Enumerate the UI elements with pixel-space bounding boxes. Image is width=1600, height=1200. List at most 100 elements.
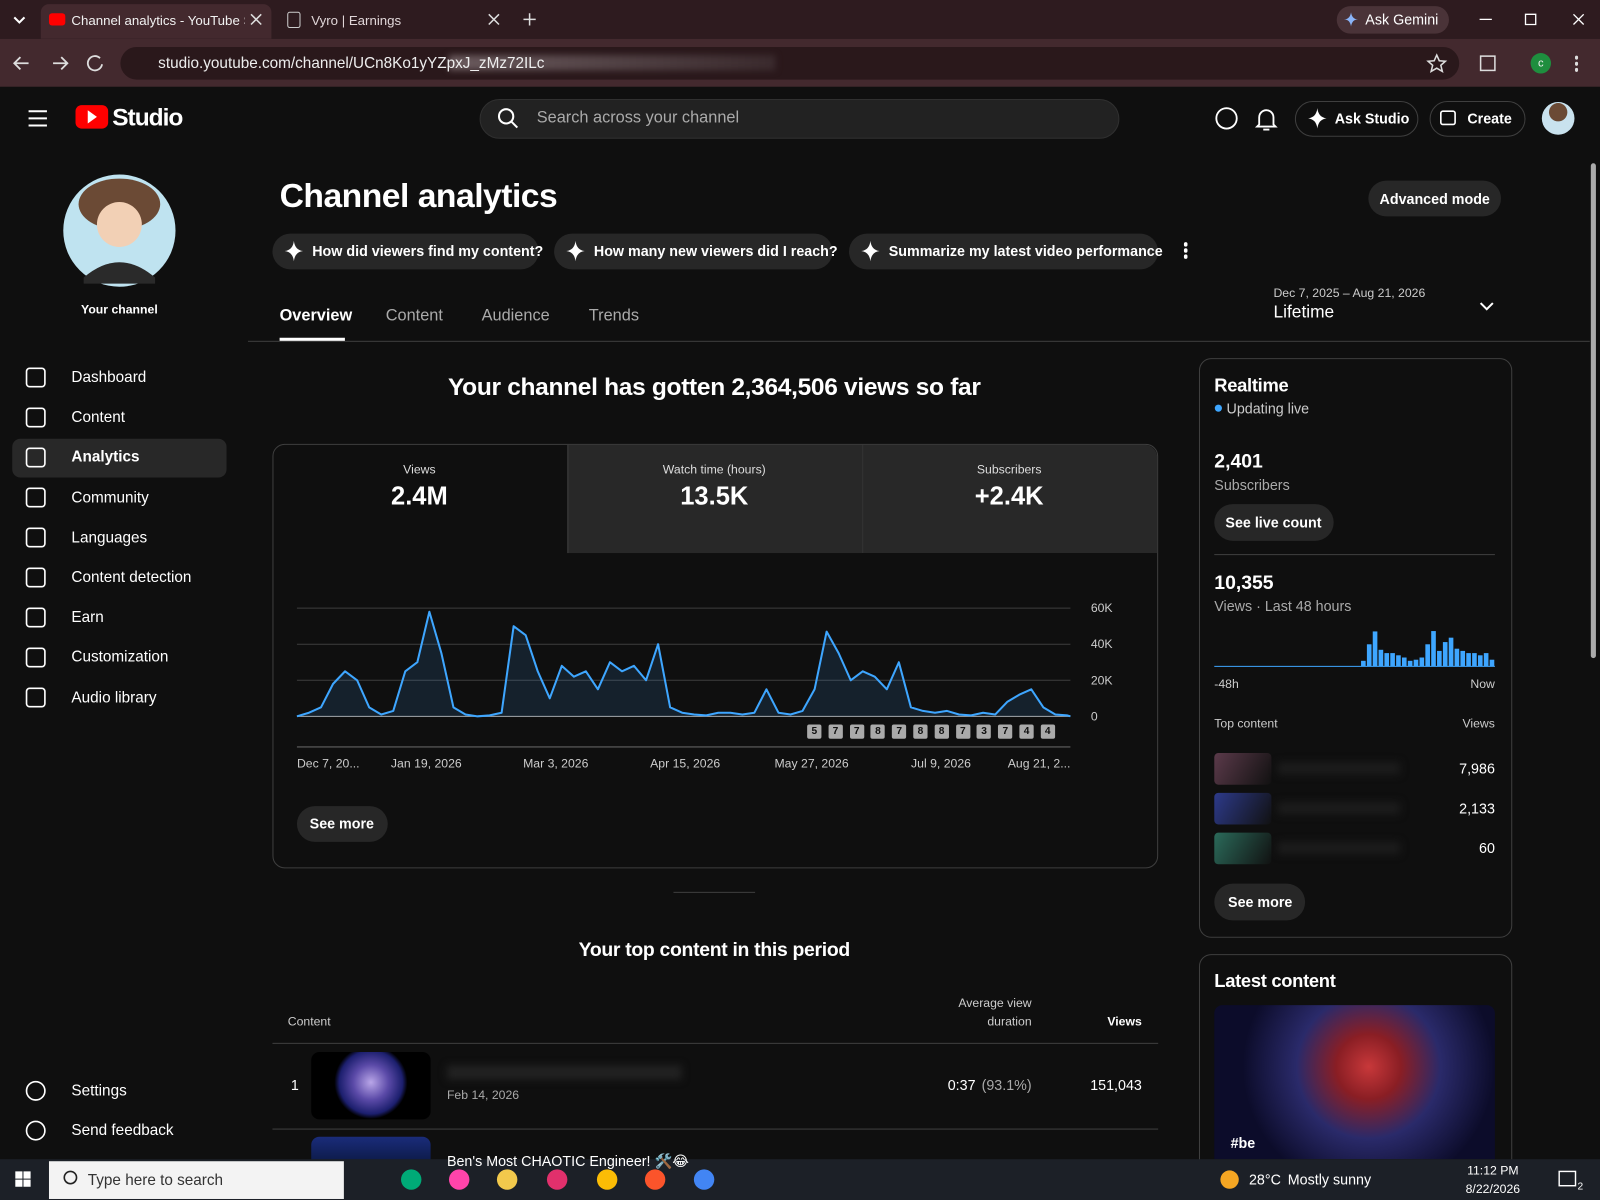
metric-value[interactable]: 2.4M: [391, 482, 448, 511]
ask-studio-label[interactable]: Ask Studio: [1334, 110, 1410, 127]
metric-label[interactable]: Watch time (hours): [662, 462, 766, 477]
video-thumbnail[interactable]: [1214, 753, 1272, 785]
row-percent: (93.1%): [981, 1076, 1032, 1093]
upload-marker-count[interactable]: 8: [875, 726, 881, 738]
nav-icon: [25, 687, 46, 708]
nav-item[interactable]: Audio library: [71, 688, 157, 707]
date-range[interactable]: Dec 7, 2025 – Aug 21, 2026: [1273, 285, 1426, 300]
create-label[interactable]: Create: [1467, 110, 1512, 127]
upload-marker-count[interactable]: 4: [1023, 726, 1030, 738]
tab-title[interactable]: Channel analytics - YouTube Studio: [71, 12, 244, 29]
nav-item[interactable]: Dashboard: [71, 368, 147, 387]
see-more-button[interactable]: [296, 806, 388, 842]
metric-tab[interactable]: [862, 444, 1158, 554]
upload-marker-count[interactable]: 3: [981, 726, 987, 738]
upload-marker[interactable]: [976, 724, 992, 739]
create-button[interactable]: [1429, 101, 1526, 137]
upload-marker[interactable]: [1019, 724, 1034, 739]
logo-text: Studio: [112, 104, 183, 132]
nav-icon: [25, 567, 46, 588]
url-field[interactable]: [120, 46, 1460, 80]
prompt-chip[interactable]: [848, 233, 1159, 270]
ask-studio-button[interactable]: [1294, 101, 1419, 137]
video-thumbnail[interactable]: [1214, 792, 1272, 825]
search-placeholder[interactable]: Search across your channel: [536, 109, 740, 127]
upload-marker[interactable]: [998, 724, 1013, 739]
advanced-button[interactable]: [1368, 180, 1502, 217]
upload-marker[interactable]: [913, 724, 928, 739]
analytics-tab[interactable]: Trends: [588, 307, 639, 325]
upload-marker-count[interactable]: 7: [832, 726, 839, 738]
upload-marker[interactable]: [934, 724, 949, 739]
taskbar-search[interactable]: [48, 1161, 344, 1199]
upload-marker-count[interactable]: 5: [811, 726, 818, 738]
upload-marker-count[interactable]: 8: [917, 726, 924, 738]
see-more-button[interactable]: [1214, 883, 1306, 921]
search-box[interactable]: [479, 98, 1120, 139]
nav-item[interactable]: Content: [71, 408, 126, 427]
upload-marker[interactable]: [849, 724, 864, 739]
ask-gemini[interactable]: [1336, 6, 1449, 34]
video-thumbnail[interactable]: [311, 1052, 431, 1120]
metric-label[interactable]: Subscribers: [976, 462, 1042, 477]
live-count-label[interactable]: See live count: [1225, 514, 1322, 531]
card-title: Realtime: [1214, 374, 1289, 396]
metric-value[interactable]: +2.4K: [974, 482, 1044, 511]
upload-marker-count[interactable]: 7: [1002, 726, 1009, 738]
bar: [1413, 659, 1419, 667]
upload-marker[interactable]: [892, 724, 907, 739]
taskbar-search-text[interactable]: Type here to search: [87, 1171, 224, 1190]
tab-title[interactable]: Vyro | Earnings: [311, 12, 402, 29]
profile-badge[interactable]: [1530, 53, 1552, 74]
upload-marker-count[interactable]: 7: [896, 726, 903, 738]
nav-item[interactable]: Customization: [71, 648, 169, 667]
taskbar-app: [546, 1169, 568, 1190]
window-controls: [1479, 13, 1585, 26]
analytics-tab[interactable]: Overview: [279, 307, 353, 325]
live-count-button[interactable]: [1214, 504, 1334, 541]
ask-gemini-label[interactable]: Ask Gemini: [1365, 11, 1439, 28]
upload-marker[interactable]: [828, 724, 843, 739]
nav-item[interactable]: Languages: [71, 528, 148, 547]
profile-letter[interactable]: c: [1538, 57, 1544, 70]
create-icon: [1439, 110, 1456, 126]
latest-thumbnail[interactable]: [1214, 1005, 1495, 1160]
upload-marker-count[interactable]: 8: [938, 726, 945, 738]
analytics-tab[interactable]: Audience: [481, 307, 550, 325]
upload-marker[interactable]: [807, 724, 822, 739]
upload-marker[interactable]: [870, 724, 886, 739]
bookmark-star: [1426, 53, 1448, 74]
nav-item[interactable]: Send feedback: [71, 1121, 174, 1140]
period[interactable]: Lifetime: [1273, 302, 1335, 322]
upload-marker[interactable]: [1040, 724, 1055, 739]
video-thumbnail[interactable]: [1214, 832, 1272, 865]
nav-item[interactable]: Settings: [71, 1082, 127, 1100]
upload-marker-count[interactable]: 7: [960, 726, 966, 738]
analytics-tab[interactable]: Content: [385, 307, 443, 325]
prompt-chip[interactable]: [272, 233, 539, 270]
nav-item[interactable]: Community: [71, 488, 149, 507]
nav-item[interactable]: Content detection: [71, 568, 192, 587]
prompt-label[interactable]: Summarize my latest video performance: [888, 242, 1163, 260]
see-more-label[interactable]: See more: [309, 815, 375, 832]
prompt-chip[interactable]: [554, 233, 833, 270]
bar: [1460, 650, 1466, 667]
nav-item[interactable]: Analytics: [71, 448, 140, 467]
upload-marker-count[interactable]: 4: [1044, 726, 1051, 738]
active-tab[interactable]: [40, 4, 272, 39]
channel-label[interactable]: Your channel: [81, 302, 158, 317]
upload-marker-count[interactable]: 7: [853, 726, 860, 738]
upload-marker[interactable]: [955, 724, 970, 739]
help-icon: [1215, 107, 1238, 130]
advanced-label[interactable]: Advanced mode: [1379, 190, 1490, 208]
stat-label: Views · Last 48 hours: [1214, 597, 1352, 615]
metric-value[interactable]: 13.5K: [680, 482, 749, 511]
metric-tab[interactable]: [567, 444, 863, 554]
nav-item[interactable]: Earn: [71, 608, 104, 627]
prompt-label[interactable]: How many new viewers did I reach?: [593, 242, 838, 260]
prompt-label[interactable]: How did viewers find my content?: [312, 242, 544, 260]
see-more-label[interactable]: See more: [1228, 893, 1293, 911]
metric-label[interactable]: Views: [403, 462, 436, 477]
url-text[interactable]: studio.youtube.com/channel/UCn8Ko1yYZpxJ…: [158, 54, 545, 72]
row-title[interactable]: Ben's Most CHAOTIC Engineer! 🛠️😂: [446, 1152, 689, 1169]
